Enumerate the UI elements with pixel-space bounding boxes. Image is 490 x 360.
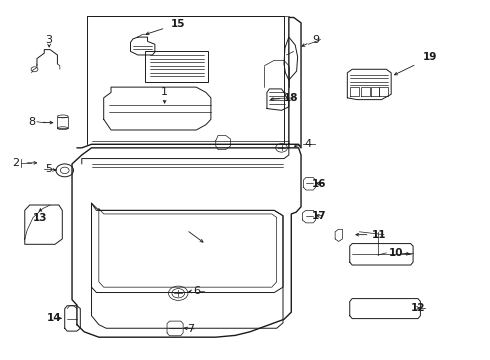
Text: 16: 16 <box>312 179 327 189</box>
Text: 11: 11 <box>372 230 386 240</box>
Bar <box>145 51 208 82</box>
Bar <box>57 117 68 128</box>
Text: 12: 12 <box>411 303 425 313</box>
Text: 15: 15 <box>171 19 185 29</box>
Text: 17: 17 <box>312 211 327 221</box>
Text: 1: 1 <box>161 87 168 98</box>
Text: 8: 8 <box>28 117 35 127</box>
Text: 6: 6 <box>193 287 200 296</box>
Text: 7: 7 <box>187 324 194 334</box>
Text: 14: 14 <box>47 313 61 323</box>
Text: 19: 19 <box>423 53 438 63</box>
Text: 5: 5 <box>46 164 52 174</box>
Text: 4: 4 <box>305 139 312 149</box>
Text: 13: 13 <box>33 213 48 223</box>
Text: 2: 2 <box>12 158 20 168</box>
Text: 9: 9 <box>312 35 319 45</box>
Text: 3: 3 <box>46 35 52 45</box>
Text: 18: 18 <box>284 93 298 103</box>
Text: 10: 10 <box>389 248 403 258</box>
